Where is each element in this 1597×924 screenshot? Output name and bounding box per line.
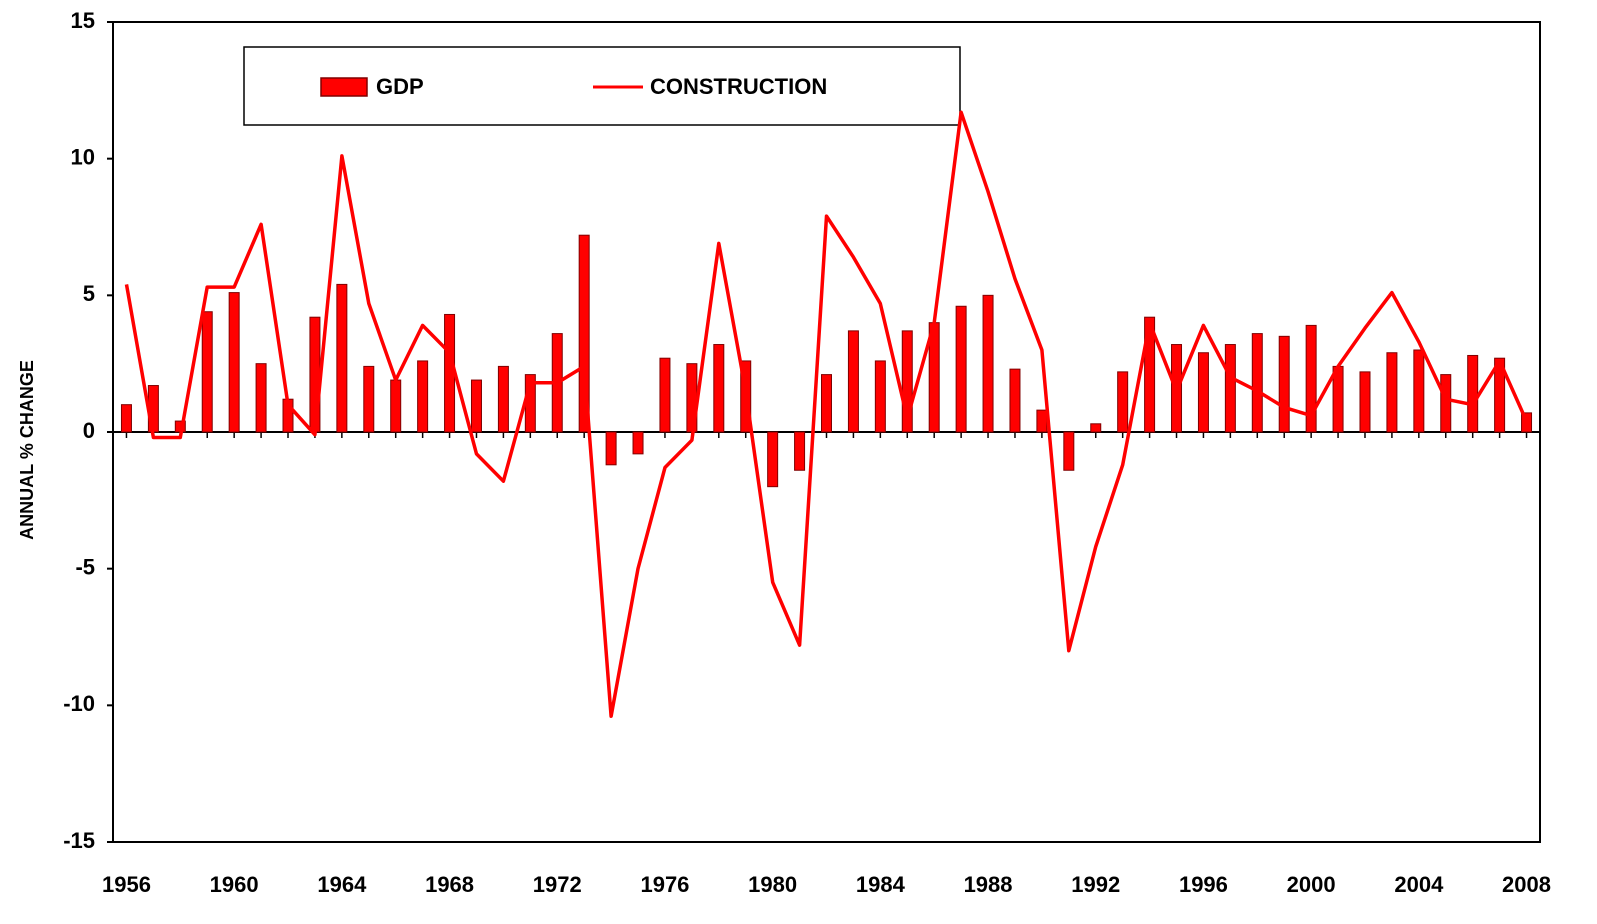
bar bbox=[821, 374, 832, 433]
bar bbox=[1197, 352, 1209, 433]
x-tick-label: 1992 bbox=[1071, 872, 1120, 897]
bar bbox=[390, 379, 402, 433]
bar bbox=[955, 305, 967, 433]
bar bbox=[1224, 344, 1236, 433]
bar bbox=[847, 330, 859, 433]
bar bbox=[1440, 374, 1452, 433]
bar bbox=[201, 311, 213, 433]
x-tick-label: 1976 bbox=[640, 872, 689, 897]
bar bbox=[255, 363, 267, 433]
bar bbox=[1359, 371, 1371, 433]
x-tick-label: 1988 bbox=[964, 872, 1013, 897]
bar bbox=[444, 313, 456, 433]
legend-label: CONSTRUCTION bbox=[650, 74, 827, 99]
x-tick-label: 1964 bbox=[317, 872, 367, 897]
bar bbox=[901, 330, 913, 433]
bar bbox=[794, 431, 806, 471]
x-tick-label: 1956 bbox=[102, 872, 151, 897]
bar bbox=[659, 357, 671, 433]
legend-label: GDP bbox=[376, 74, 424, 99]
bar bbox=[767, 431, 779, 488]
legend-swatch bbox=[320, 77, 368, 97]
y-tick-label: -5 bbox=[75, 554, 95, 579]
x-tick-label: 1972 bbox=[533, 872, 582, 897]
bar bbox=[1494, 357, 1506, 433]
bar bbox=[713, 344, 725, 433]
bar bbox=[228, 292, 240, 433]
bar bbox=[1063, 431, 1075, 471]
y-tick-label: -15 bbox=[63, 828, 95, 853]
bar bbox=[336, 283, 348, 433]
bar bbox=[1036, 409, 1048, 433]
y-tick-label: 5 bbox=[83, 281, 95, 306]
bar bbox=[578, 234, 590, 433]
y-tick-label: 10 bbox=[71, 144, 95, 169]
bar bbox=[120, 404, 132, 433]
x-tick-label: 1960 bbox=[210, 872, 259, 897]
bar bbox=[497, 365, 509, 433]
line bbox=[124, 110, 1529, 719]
bar bbox=[1251, 333, 1263, 433]
bar bbox=[1521, 412, 1533, 433]
y-tick-label: 15 bbox=[71, 8, 95, 33]
bar bbox=[1009, 368, 1021, 433]
bar bbox=[1117, 371, 1129, 433]
bar bbox=[470, 379, 482, 433]
x-tick-label: 2004 bbox=[1394, 872, 1444, 897]
bar bbox=[982, 294, 994, 433]
y-axis-label: ANNUAL % CHANGE bbox=[17, 360, 37, 540]
x-tick-label: 2000 bbox=[1287, 872, 1336, 897]
bar bbox=[363, 365, 375, 433]
x-tick-label: 1996 bbox=[1179, 872, 1228, 897]
y-tick-label: -10 bbox=[63, 691, 95, 716]
x-tick-label: 1984 bbox=[856, 872, 906, 897]
bar bbox=[1090, 423, 1102, 433]
bar bbox=[632, 431, 644, 455]
bar bbox=[874, 360, 886, 433]
x-tick-label: 1968 bbox=[425, 872, 474, 897]
bar bbox=[1413, 349, 1425, 433]
bar bbox=[1386, 352, 1398, 433]
y-tick-label: 0 bbox=[83, 418, 95, 443]
bar bbox=[605, 431, 617, 466]
bar bbox=[1305, 324, 1317, 433]
x-tick-label: 2008 bbox=[1502, 872, 1551, 897]
bar bbox=[1144, 316, 1156, 433]
bar bbox=[1278, 335, 1290, 433]
bar bbox=[1467, 354, 1479, 433]
x-tick-label: 1980 bbox=[748, 872, 797, 897]
bar bbox=[417, 360, 429, 433]
